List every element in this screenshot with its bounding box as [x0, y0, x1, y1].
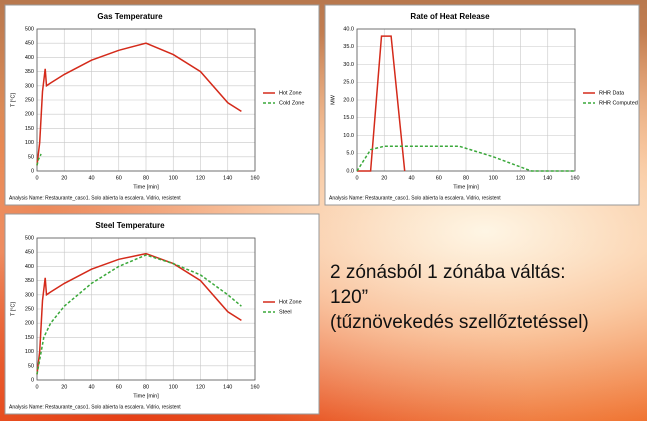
- y-tick-label: 200: [25, 321, 34, 327]
- x-tick-label: 0: [35, 384, 38, 390]
- x-tick-label: 20: [381, 175, 387, 181]
- y-tick-label: 400: [25, 264, 34, 270]
- slide: Gas Temperature0501001502002503003504004…: [0, 0, 647, 421]
- y-axis-label: T [°C]: [10, 93, 16, 107]
- charts: Gas Temperature0501001502002503003504004…: [0, 0, 647, 421]
- y-axis-label: MW: [330, 94, 336, 105]
- y-tick-label: 300: [25, 292, 34, 298]
- x-axis-label: Time [min]: [453, 184, 479, 190]
- y-tick-label: 400: [25, 55, 34, 61]
- legend-label: RHR Data: [599, 90, 625, 96]
- x-tick-label: 120: [196, 175, 205, 181]
- x-tick-label: 20: [61, 384, 67, 390]
- y-tick-label: 150: [25, 126, 34, 132]
- y-tick-label: 20.0: [343, 97, 354, 103]
- chart-panel: Rate of Heat Release 0.0 5.0 10.0 15.0 20.0 25…: [325, 5, 639, 205]
- y-tick-label: 15.0: [343, 115, 354, 121]
- y-tick-label: 35.0: [343, 44, 354, 50]
- y-tick-label: 30.0: [343, 62, 354, 68]
- chart-title: Rate of Heat Release: [410, 12, 490, 21]
- y-axis-label: T [°C]: [10, 302, 16, 316]
- legend-label: Hot Zone: [279, 299, 302, 305]
- y-tick-label: 200: [25, 112, 34, 118]
- x-tick-label: 60: [436, 175, 442, 181]
- y-tick-label: 500: [25, 26, 34, 32]
- x-tick-label: 100: [169, 384, 178, 390]
- legend-label: Cold Zone: [279, 100, 304, 106]
- legend-label: Hot Zone: [279, 90, 302, 96]
- x-tick-label: 80: [143, 384, 149, 390]
- y-tick-label: 450: [25, 250, 34, 256]
- y-tick-label: 300: [25, 83, 34, 89]
- x-tick-label: 80: [463, 175, 469, 181]
- y-tick-label: 25.0: [343, 80, 354, 86]
- y-tick-label: 40.0: [343, 26, 354, 32]
- y-tick-label: 350: [25, 69, 34, 75]
- x-tick-label: 0: [355, 175, 358, 181]
- panel-background: [5, 5, 319, 205]
- chart-panel: Gas Temperature0501001502002503003504004…: [5, 5, 319, 205]
- footnote: Analysis Name: Restaurante_caso1. Solo a…: [9, 404, 181, 410]
- footnote: Analysis Name: Restaurante_caso1. Solo a…: [9, 195, 181, 201]
- y-tick-label: 150: [25, 335, 34, 341]
- x-tick-label: 140: [223, 175, 232, 181]
- x-tick-label: 20: [61, 175, 67, 181]
- y-tick-label: 0: [31, 377, 34, 383]
- x-tick-label: 100: [169, 175, 178, 181]
- chart-title: Gas Temperature: [97, 12, 163, 21]
- x-axis-label: Time [min]: [133, 184, 159, 190]
- y-tick-label: 50: [28, 363, 34, 369]
- slide-text: 120”: [330, 287, 368, 309]
- y-tick-label: 50: [28, 154, 34, 160]
- x-tick-label: 120: [516, 175, 525, 181]
- x-tick-label: 120: [196, 384, 205, 390]
- chart-panel: Steel Temperature05010015020025030035040…: [5, 214, 319, 414]
- panel-background: [325, 5, 639, 205]
- y-tick-label: 5.0: [346, 151, 354, 157]
- x-tick-label: 140: [223, 384, 232, 390]
- x-tick-label: 60: [116, 384, 122, 390]
- x-tick-label: 60: [116, 175, 122, 181]
- y-tick-label: 500: [25, 235, 34, 241]
- x-axis-label: Time [min]: [133, 393, 159, 399]
- footnote: Analysis Name: Restaurante_caso1. Solo a…: [329, 195, 501, 201]
- y-tick-label: 250: [25, 306, 34, 312]
- x-tick-label: 40: [88, 175, 94, 181]
- x-tick-label: 160: [570, 175, 579, 181]
- y-tick-label: 250: [25, 97, 34, 103]
- y-tick-label: 10.0: [343, 133, 354, 139]
- x-tick-label: 100: [489, 175, 498, 181]
- x-tick-label: 140: [543, 175, 552, 181]
- y-tick-label: 0: [31, 168, 34, 174]
- legend-label: RHR Computed: [599, 100, 638, 106]
- slide-text: 2 zónásból 1 zónába váltás:: [330, 262, 566, 284]
- y-tick-label: 100: [25, 349, 34, 355]
- y-tick-label: 100: [25, 140, 34, 146]
- legend-label: Steel: [279, 309, 292, 315]
- y-tick-label: 350: [25, 278, 34, 284]
- slide-text: (tűznövekedés szellőztetéssel): [330, 312, 589, 334]
- chart-title: Steel Temperature: [95, 221, 165, 230]
- x-tick-label: 40: [88, 384, 94, 390]
- y-tick-label: 450: [25, 41, 34, 47]
- panel-background: [5, 214, 319, 414]
- x-tick-label: 80: [143, 175, 149, 181]
- x-tick-label: 160: [250, 175, 259, 181]
- x-tick-label: 0: [35, 175, 38, 181]
- x-tick-label: 40: [408, 175, 414, 181]
- y-tick-label: 0.0: [346, 168, 354, 174]
- x-tick-label: 160: [250, 384, 259, 390]
